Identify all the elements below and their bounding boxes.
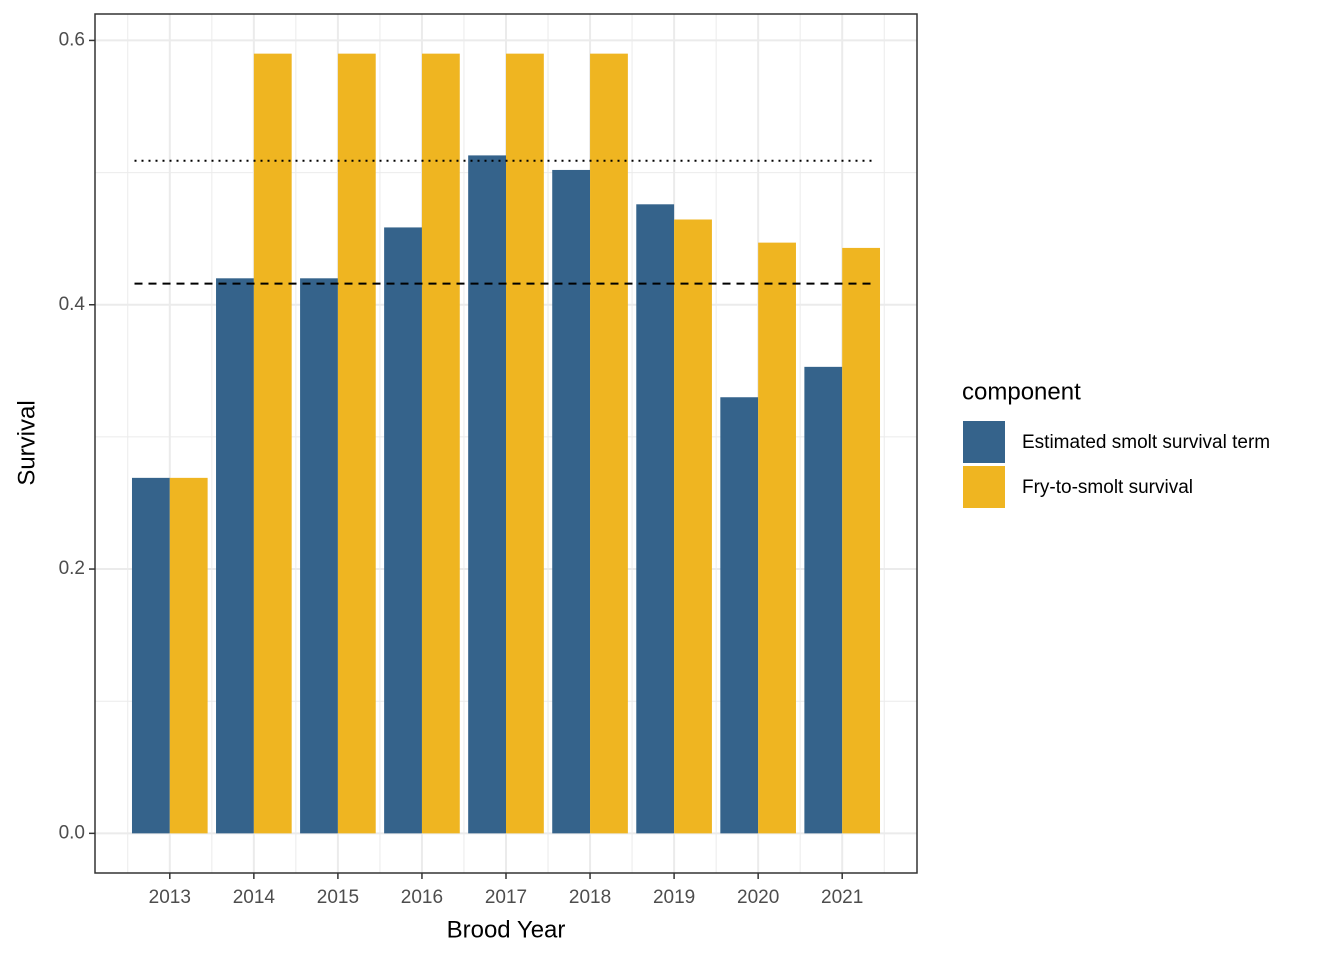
x-tick-label: 2013	[149, 887, 191, 908]
bar	[804, 366, 843, 834]
bar	[636, 204, 675, 834]
legend-label: Fry-to-smolt survival	[1022, 477, 1193, 498]
bar	[506, 53, 544, 834]
legend-key	[963, 466, 1005, 508]
x-axis-title: Brood Year	[447, 916, 566, 943]
x-tick-label: 2019	[653, 887, 695, 908]
bar	[468, 155, 506, 834]
bar	[421, 53, 460, 834]
bar	[674, 219, 712, 834]
bar	[300, 278, 338, 834]
x-tick-label: 2021	[821, 887, 863, 908]
x-tick-label: 2017	[485, 887, 527, 908]
bar	[384, 227, 422, 834]
x-tick-label: 2015	[317, 887, 359, 908]
y-tick-label: 0.0	[59, 822, 85, 843]
x-tick-label: 2016	[401, 887, 443, 908]
y-tick-label: 0.2	[59, 558, 85, 579]
legend-label: Estimated smolt survival term	[1022, 432, 1270, 453]
bar	[758, 242, 796, 834]
bar	[590, 53, 628, 834]
y-axis-title: Survival	[13, 400, 40, 485]
y-tick-label: 0.6	[59, 29, 85, 50]
bar	[842, 247, 881, 834]
legend-key	[963, 421, 1005, 463]
bar	[216, 278, 254, 834]
x-tick-label: 2014	[233, 887, 276, 908]
bar	[552, 169, 591, 834]
panel-border	[94, 13, 918, 874]
bar	[253, 53, 292, 834]
y-tick-label: 0.4	[59, 294, 86, 315]
bar	[337, 53, 376, 834]
bar	[720, 397, 759, 834]
bar	[169, 477, 208, 834]
x-tick-label: 2018	[569, 887, 611, 908]
bar	[131, 477, 170, 834]
x-tick-label: 2020	[737, 887, 779, 908]
legend-title: component	[962, 378, 1081, 405]
